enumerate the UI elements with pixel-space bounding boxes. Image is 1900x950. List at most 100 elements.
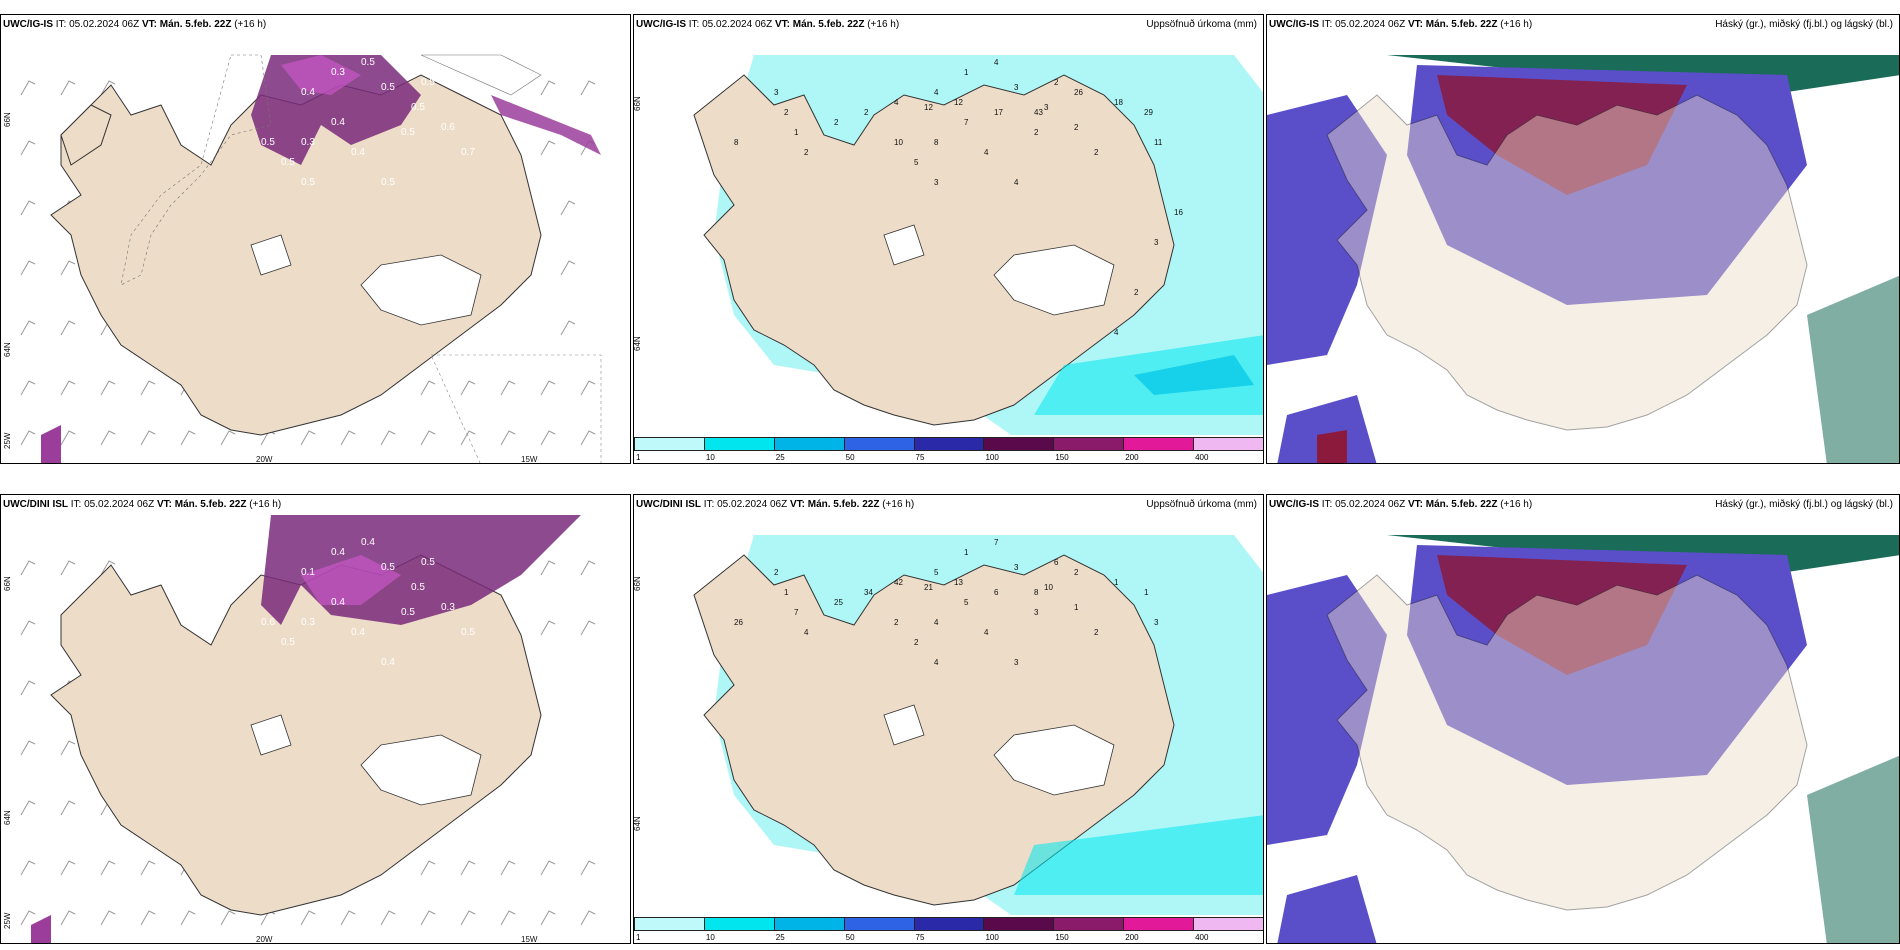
ice-cap-vatna bbox=[993, 244, 1115, 316]
map-value-label: 4 bbox=[994, 58, 999, 67]
colorbar-tick-label: 10 bbox=[705, 933, 715, 942]
colorbar-segment bbox=[913, 917, 985, 931]
cloud-panel-igis: UWC/IG-IS IT: 05.02.2024 06Z VT: Mán. 5.… bbox=[1266, 14, 1900, 464]
map-value-label: 3 bbox=[774, 88, 779, 97]
map-value-label: 10 bbox=[1044, 583, 1053, 592]
cloud-map bbox=[1267, 35, 1899, 463]
map-value-label: 0.1 bbox=[301, 567, 315, 578]
precip-colorbar: 1 10 25 50 75 100 150 200 400 bbox=[634, 435, 1263, 463]
map-value-label: 0.5 bbox=[461, 627, 475, 638]
map-value-label: 26 bbox=[734, 618, 743, 627]
colorbar-segment bbox=[1053, 917, 1125, 931]
panel-header: UWC/IG-IS IT: 05.02.2024 06Z VT: Mán. 5.… bbox=[3, 19, 267, 30]
map-value-label: 0.5 bbox=[381, 82, 395, 93]
precip-colorbar: 1 10 25 50 75 100 150 200 400 bbox=[634, 915, 1263, 943]
map-value-label: 0.6 bbox=[261, 617, 275, 628]
map-value-label: 25 bbox=[834, 598, 843, 607]
map-value-label: 5 bbox=[964, 598, 969, 607]
map-value-label: 0.3 bbox=[331, 67, 345, 78]
map-value-label: 3 bbox=[1044, 103, 1049, 112]
map-value-label: 3 bbox=[1014, 83, 1019, 92]
map-value-label: 5 bbox=[934, 568, 939, 577]
iceland-land bbox=[50, 74, 542, 436]
map-value-label: 0.6 bbox=[441, 122, 455, 133]
colorbar-tick-label: 400 bbox=[1195, 453, 1209, 462]
map-value-label: 8 bbox=[734, 138, 739, 147]
map-value-label: 2 bbox=[894, 618, 899, 627]
colorbar-tick-label: 150 bbox=[1055, 453, 1069, 462]
map-value-label: 0.5 bbox=[281, 157, 295, 168]
cloud-map bbox=[1267, 515, 1899, 943]
precip-panel-igis: UWC/IG-IS IT: 05.02.2024 06Z VT: Mán. 5.… bbox=[633, 14, 1264, 464]
map-value-label: 2 bbox=[1134, 288, 1139, 297]
map-value-label: 0.4 bbox=[331, 547, 345, 558]
iceland-land bbox=[1326, 574, 1808, 911]
map-value-label: 21 bbox=[924, 583, 933, 592]
lat-label: 66N bbox=[633, 576, 642, 591]
map-value-label: 4 bbox=[984, 148, 989, 157]
map-value-label: 7 bbox=[994, 538, 999, 547]
map-value-label: 5 bbox=[914, 158, 919, 167]
map-value-label: 3 bbox=[1014, 658, 1019, 667]
colorbar-tick-label: 1 bbox=[636, 933, 641, 942]
lat-label: 64N bbox=[633, 336, 642, 351]
colorbar-tick-label: 75 bbox=[915, 933, 925, 942]
lat-label: 66N bbox=[3, 576, 12, 591]
map-value-label: 2 bbox=[804, 148, 809, 157]
map-value-label: 1 bbox=[1144, 588, 1149, 597]
map-value-label: 7 bbox=[964, 118, 969, 127]
map-value-label: 2 bbox=[914, 638, 919, 647]
map-value-label: 10 bbox=[894, 138, 903, 147]
map-value-label: 0.5 bbox=[381, 562, 395, 573]
map-value-label: 11 bbox=[1154, 138, 1163, 147]
map-value-label: 43 bbox=[1034, 108, 1043, 117]
map-value-label: 16 bbox=[1174, 208, 1183, 217]
map-value-label: 2 bbox=[784, 108, 789, 117]
lat-label: 66N bbox=[633, 96, 642, 111]
map-value-label: 1 bbox=[1114, 578, 1119, 587]
colorbar-segment bbox=[703, 437, 775, 451]
lat-label: 25W bbox=[3, 912, 12, 929]
map-value-label: 0.5 bbox=[421, 77, 435, 88]
map-value-label: 2 bbox=[1074, 123, 1079, 132]
lat-label: 64N bbox=[3, 342, 12, 357]
map-value-label: 0.5 bbox=[301, 177, 315, 188]
map-value-label: 26 bbox=[1074, 88, 1083, 97]
lon-label: 15W bbox=[521, 455, 538, 464]
ice-cap-vatna bbox=[360, 734, 482, 806]
map-value-label: 6 bbox=[1054, 558, 1059, 567]
map-value-label: 2 bbox=[1074, 568, 1079, 577]
wind-panel-dini: UWC/DINI ISL IT: 05.02.2024 06Z VT: Mán.… bbox=[0, 494, 631, 944]
map-value-label: 1 bbox=[784, 588, 789, 597]
iceland-land bbox=[1326, 94, 1808, 431]
wind-map: 0.4 0.4 0.1 0.5 0.5 0.5 0.4 0.3 0.6 0.5 0.4 0.5 0.3 0… bbox=[1, 515, 630, 943]
map-value-label: 4 bbox=[894, 98, 899, 107]
precip-area bbox=[251, 55, 421, 165]
map-value-label: 13 bbox=[954, 578, 963, 587]
colorbar-segment bbox=[913, 437, 985, 451]
panel-header: UWC/IG-IS IT: 05.02.2024 06Z VT: Mán. 5.… bbox=[1269, 19, 1533, 30]
colorbar-tick-label: 200 bbox=[1125, 933, 1139, 942]
map-value-label: 3 bbox=[1154, 238, 1159, 247]
map-value-label: 0.5 bbox=[421, 557, 435, 568]
lon-label: 20W bbox=[256, 935, 273, 944]
map-value-label: 2 bbox=[1054, 78, 1059, 87]
map-value-label: 3 bbox=[934, 178, 939, 187]
colorbar-segment bbox=[1123, 437, 1195, 451]
colorbar-segment bbox=[1123, 917, 1195, 931]
lat-label: 25W bbox=[3, 432, 12, 449]
iceland-land bbox=[693, 554, 1175, 906]
ice-cap-vatna bbox=[993, 724, 1115, 796]
wind-panel-igis: UWC/IG-IS IT: 05.02.2024 06Z VT: Mán. 5.… bbox=[0, 14, 631, 464]
colorbar-segment bbox=[634, 437, 705, 451]
map-value-label: 3 bbox=[1014, 563, 1019, 572]
map-value-label: 1 bbox=[964, 68, 969, 77]
ice-cap-lang bbox=[883, 704, 925, 746]
precip-panel-dini: UWC/DINI ISL IT: 05.02.2024 06Z VT: Mán.… bbox=[633, 494, 1264, 944]
map-value-label: 0.5 bbox=[411, 102, 425, 113]
map-value-label: 17 bbox=[994, 108, 1003, 117]
